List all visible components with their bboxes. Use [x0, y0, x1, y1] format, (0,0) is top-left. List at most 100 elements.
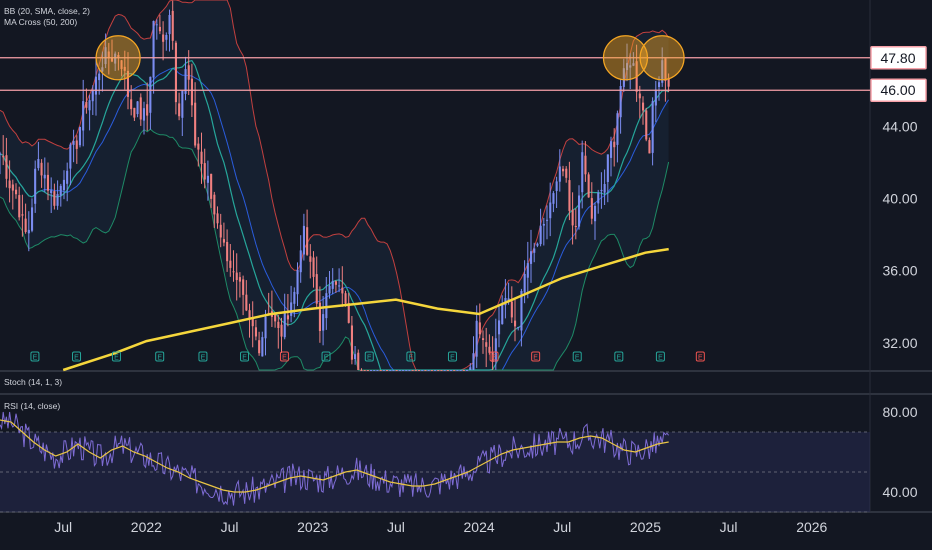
candle	[210, 173, 213, 209]
candle-body	[248, 310, 251, 320]
candle-body	[341, 287, 344, 294]
candle-body	[520, 291, 523, 331]
candle	[526, 241, 529, 299]
earnings-box	[572, 351, 582, 362]
candle-body	[536, 243, 539, 246]
candle	[158, 14, 161, 35]
rsi-ma-line	[0, 419, 669, 493]
candle-body	[18, 195, 21, 218]
price-tick-label: 40.00	[882, 191, 917, 207]
candle-body	[251, 318, 254, 327]
candle	[24, 203, 27, 234]
candle-body	[155, 24, 158, 26]
candle	[446, 370, 449, 371]
candle	[62, 170, 65, 200]
candle	[312, 251, 315, 288]
candle-body	[616, 113, 619, 145]
candle-body	[162, 34, 165, 42]
rsi-legend[interactable]: RSI (14, close)	[4, 401, 61, 411]
highlight-circle	[95, 35, 141, 81]
candle-body	[434, 370, 437, 371]
candle	[357, 349, 360, 370]
candle	[424, 370, 427, 371]
candle-body	[610, 141, 613, 158]
candle-body	[104, 47, 107, 65]
candle-body	[402, 370, 405, 371]
candle	[56, 180, 59, 210]
candle-body	[31, 207, 34, 231]
candle-body	[366, 370, 369, 371]
candle	[565, 166, 568, 183]
candle-body	[117, 55, 120, 58]
earnings-letter: E	[367, 355, 372, 362]
earnings-box	[614, 351, 624, 362]
candle-body	[549, 202, 552, 219]
candle	[411, 370, 414, 371]
candle-body	[469, 367, 472, 370]
candle	[398, 370, 401, 371]
candle	[114, 51, 117, 71]
level-tag-box	[870, 78, 927, 102]
candle-body	[360, 370, 363, 371]
candle-body	[200, 151, 203, 164]
candle	[315, 256, 318, 309]
candle	[318, 286, 321, 343]
candle	[334, 280, 337, 293]
candle	[78, 126, 81, 148]
candle-body	[568, 180, 571, 211]
level-tag-label: 47.80	[880, 50, 915, 66]
candle	[206, 160, 209, 201]
candle-body	[626, 63, 629, 71]
bb-legend[interactable]: BB (20, SMA, close, 2)	[4, 6, 90, 16]
earnings-letter: E	[658, 355, 663, 362]
earnings-letter: E	[201, 355, 206, 362]
ma-cross-legend[interactable]: MA Cross (50, 200)	[4, 17, 78, 27]
candle-body	[226, 242, 229, 262]
bb-fill	[0, 0, 669, 370]
candle	[629, 53, 632, 89]
candle-body	[219, 224, 222, 238]
candle-body	[395, 370, 398, 371]
earnings-letter: E	[114, 355, 119, 362]
bb-upper-line	[0, 0, 670, 371]
candle-body	[606, 154, 609, 182]
candle-body	[8, 180, 11, 189]
candle	[226, 229, 229, 272]
candle-body	[325, 293, 328, 319]
time-tick-label: 2023	[297, 519, 328, 535]
earnings-marker: E	[198, 351, 208, 362]
candle-body	[120, 60, 123, 69]
candle-body	[597, 192, 600, 204]
candle-body	[101, 67, 104, 72]
candle-body	[414, 370, 417, 371]
earnings-box	[447, 351, 457, 362]
candle-body	[299, 250, 302, 273]
candle	[18, 186, 21, 221]
candle-body	[190, 78, 193, 106]
candle	[619, 79, 622, 134]
candle-body	[328, 285, 331, 294]
candle-body	[136, 101, 139, 115]
earnings-letter: E	[616, 355, 621, 362]
candle	[162, 21, 165, 61]
candle-body	[331, 281, 334, 289]
candle	[501, 295, 504, 325]
stoch-legend[interactable]: Stoch (14, 1, 3)	[4, 377, 63, 387]
candle-body	[562, 168, 565, 172]
candle-body	[82, 101, 85, 131]
candle-body	[667, 78, 670, 87]
candle-body	[558, 166, 561, 182]
candle	[261, 331, 264, 357]
candle-body	[648, 140, 651, 154]
candle-body	[27, 229, 30, 234]
earnings-letter: E	[282, 355, 287, 362]
candle	[152, 20, 155, 94]
candle-body	[245, 294, 248, 311]
earnings-marker: E	[695, 351, 705, 362]
time-axis: Jul 2022 Jul 2023 Jul 2024 Jul 2025 Jul 2026	[54, 519, 827, 535]
candle	[331, 268, 334, 295]
candle-body	[517, 327, 520, 328]
candle-body	[638, 93, 641, 99]
candle-body	[453, 370, 456, 371]
